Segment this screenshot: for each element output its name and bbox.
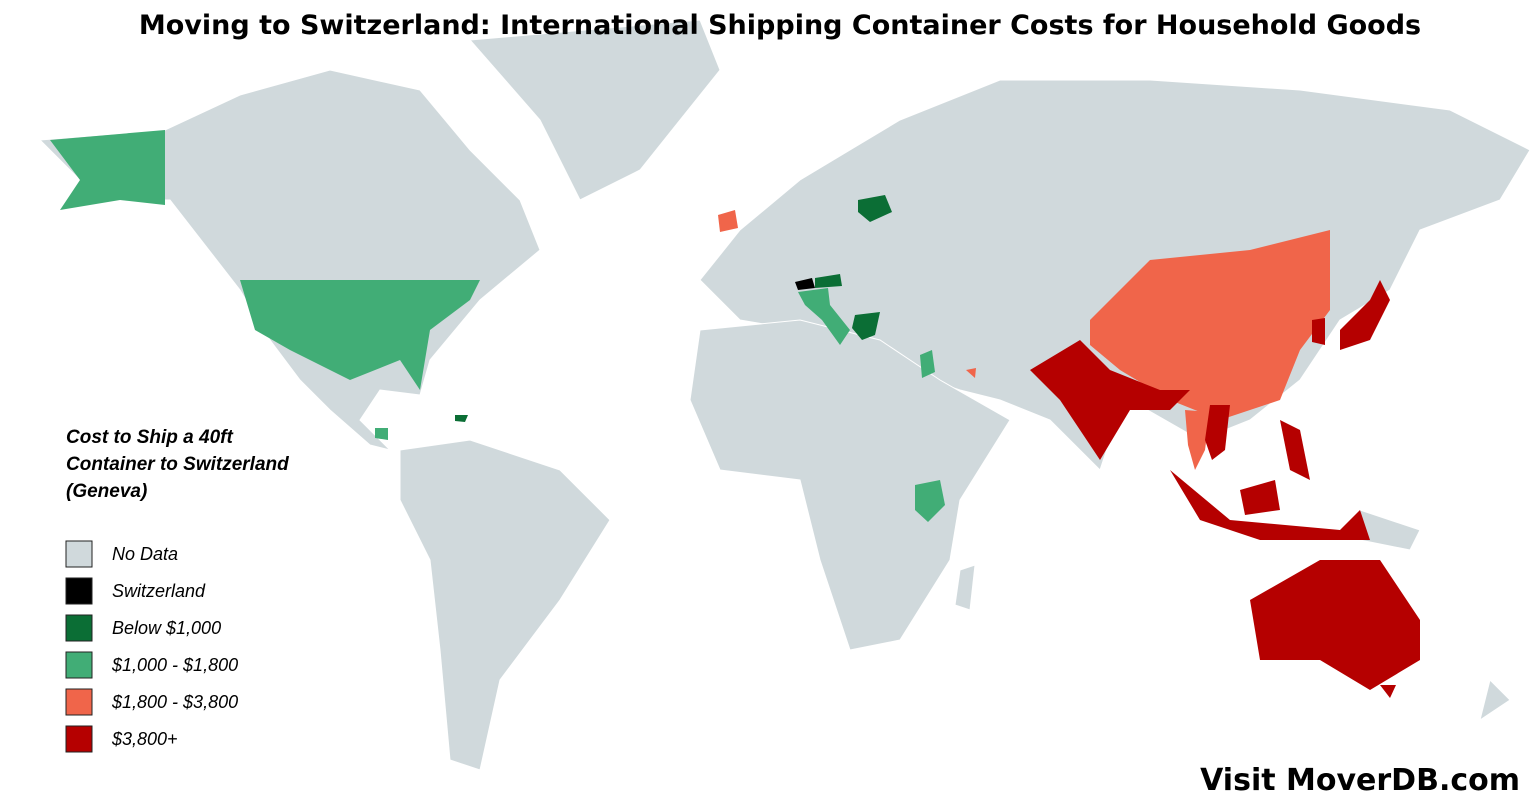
uae [966,368,976,378]
north-america [38,69,541,451]
legend-label: No Data [112,544,178,564]
legend-label: $3,800+ [111,729,178,749]
legend-swatch [65,651,93,679]
footer: Visit MoverDB.com [1200,763,1520,798]
japan [1340,280,1390,350]
legend-label: Switzerland [112,581,206,601]
italy [798,288,850,345]
legend-swatch [65,540,93,568]
greece [852,312,880,340]
kenya [915,480,945,522]
haiti [455,415,468,422]
south-america [399,439,611,771]
tasmania [1380,685,1396,698]
countries [50,130,1420,698]
legend-swatch [65,725,93,753]
legend: Cost to Ship a 40ft Container to Switzerl… [65,427,289,753]
ireland [718,210,738,232]
legend-title: (Geneva) [66,481,147,502]
new-zealand [1479,679,1511,722]
australia [1250,560,1420,690]
alaska [50,130,165,210]
switzerland [795,278,815,290]
map-title: Moving to Switzerland: International Shi… [139,10,1421,41]
new-guinea [1359,509,1421,551]
usa [240,280,480,390]
israel [920,350,935,378]
legend-title: Cost to Ship a 40ft [66,427,233,448]
madagascar [954,564,976,611]
legend-swatch [65,614,93,642]
greenland [468,19,721,201]
philippines [1280,420,1310,480]
legend-label: $1,800 - $3,800 [111,692,238,712]
korea [1312,318,1325,345]
china [1090,230,1330,420]
africa [689,319,1011,651]
legend-swatch [65,688,93,716]
legend-label: $1,000 - $1,800 [111,655,238,675]
thailand [1185,410,1210,470]
vietnam [1205,405,1230,460]
india [1030,340,1190,460]
lithuania [858,195,892,222]
legend-swatch [65,577,93,605]
austria [815,274,842,288]
guatemala [375,428,388,440]
indonesia [1170,470,1370,540]
legend-title: Container to Switzerland [66,454,289,475]
legend-label: Below $1,000 [112,618,221,638]
